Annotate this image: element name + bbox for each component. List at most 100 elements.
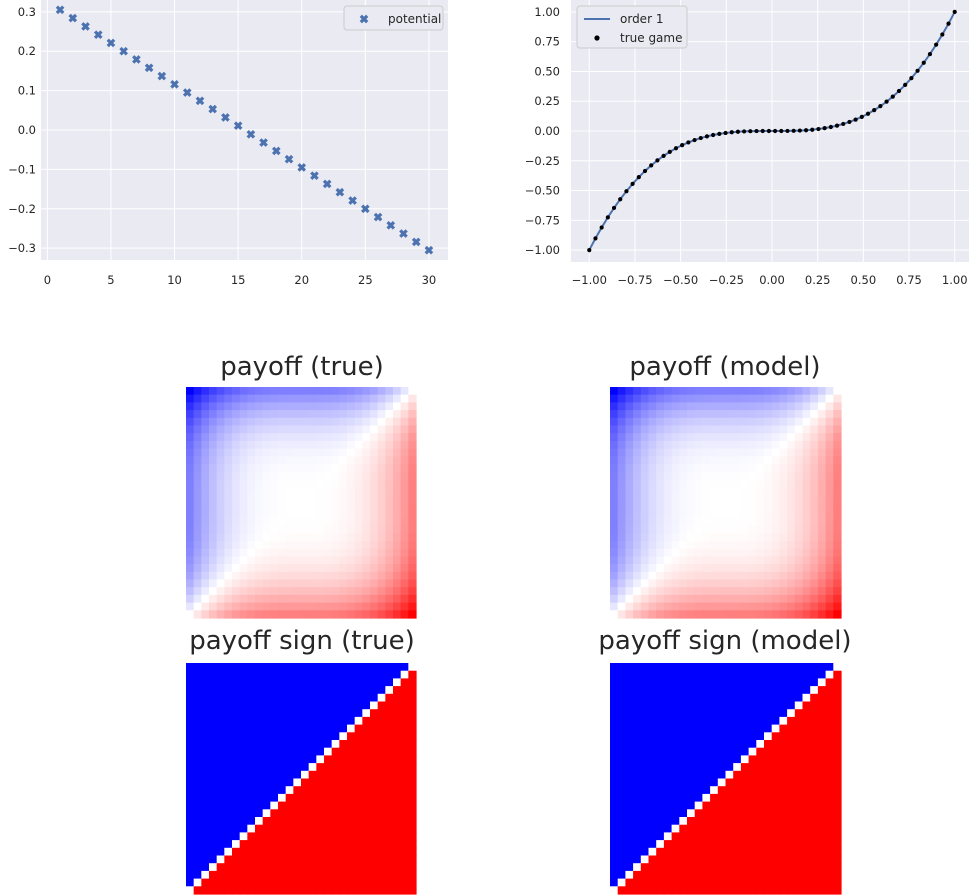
heatmap-cell bbox=[787, 732, 796, 741]
heatmap-cell bbox=[756, 778, 765, 787]
heatmap-cell bbox=[810, 440, 819, 450]
heatmap-cell bbox=[278, 770, 287, 780]
heatmap-cell bbox=[232, 517, 241, 527]
heatmap-cell bbox=[764, 786, 773, 795]
heatmap-cell bbox=[710, 541, 719, 550]
heatmap-cell bbox=[663, 670, 673, 679]
heatmap-cell bbox=[262, 425, 271, 434]
heatmap-cell bbox=[270, 510, 279, 519]
heatmap-cell bbox=[331, 740, 340, 749]
heatmap-cell bbox=[354, 786, 363, 795]
heatmap-cell bbox=[285, 724, 294, 733]
heatmap-cell bbox=[794, 793, 804, 803]
heatmap-cell bbox=[232, 693, 241, 703]
heatmap-cell bbox=[825, 840, 834, 849]
heatmap-cell bbox=[270, 448, 279, 457]
heatmap-cell bbox=[377, 832, 386, 841]
heatmap-cell bbox=[725, 801, 734, 810]
heatmap-cell bbox=[663, 533, 673, 542]
heatmap-cell bbox=[710, 602, 719, 611]
heatmap-cell bbox=[377, 870, 386, 880]
heatmap-cell bbox=[293, 479, 302, 488]
heatmap-cell bbox=[262, 571, 271, 581]
heatmap-cell bbox=[733, 533, 742, 542]
heatmap-cell bbox=[617, 793, 626, 803]
heatmap-cell bbox=[347, 840, 356, 849]
heatmap-cell bbox=[370, 456, 379, 465]
heatmap-cell bbox=[656, 663, 665, 672]
heatmap-cell bbox=[347, 517, 356, 527]
heatmap-cell bbox=[377, 464, 386, 473]
heatmap-cell bbox=[370, 817, 379, 826]
heatmap-cell bbox=[687, 709, 696, 718]
heatmap-cell bbox=[740, 740, 750, 749]
heatmap-cell bbox=[717, 670, 727, 679]
heatmap-cell bbox=[702, 587, 711, 596]
heatmap-cell bbox=[301, 464, 310, 473]
legend-label-order-1: order 1 bbox=[620, 12, 663, 26]
heatmap-cell bbox=[717, 724, 727, 733]
heatmap-cell bbox=[285, 402, 294, 411]
heatmap-cell bbox=[186, 701, 195, 710]
heatmap-cell bbox=[787, 610, 796, 619]
heatmap-cell bbox=[817, 863, 827, 872]
heatmap-cell bbox=[232, 763, 241, 772]
heatmap-cell bbox=[270, 494, 279, 504]
heatmap-cell bbox=[756, 732, 765, 741]
heatmap-cell bbox=[316, 510, 325, 519]
heatmap-cell bbox=[324, 840, 333, 849]
heatmap-cell bbox=[694, 533, 703, 542]
heatmap-cell bbox=[385, 670, 394, 679]
heatmap-cell bbox=[209, 886, 218, 895]
heatmap-cell bbox=[224, 693, 233, 703]
heatmap-cell bbox=[262, 517, 271, 527]
heatmap-cell bbox=[748, 471, 757, 480]
heatmap-cell bbox=[648, 878, 657, 887]
heatmap-cell bbox=[702, 387, 711, 396]
heatmap-cell bbox=[347, 464, 356, 473]
heatmap-cell bbox=[625, 487, 634, 496]
heatmap-cell bbox=[285, 786, 294, 795]
data-point bbox=[680, 143, 685, 148]
heatmap-cell bbox=[810, 533, 819, 542]
heatmap-cell bbox=[408, 556, 417, 565]
heatmap-cell bbox=[740, 863, 750, 872]
tick-labels: −1.00 −0.75 −0.50 −0.25 0.00 0.25 0.50 0.75 1.00… bbox=[525, 5, 968, 287]
heatmap-cell bbox=[255, 778, 264, 787]
heatmap-cell bbox=[648, 425, 657, 434]
heatmap-cell bbox=[656, 517, 665, 527]
heatmap-cell bbox=[255, 425, 264, 434]
heatmap-cell bbox=[331, 840, 340, 849]
heatmap-cell bbox=[278, 670, 287, 679]
heatmap-cell bbox=[764, 770, 773, 780]
heatmap-cell bbox=[316, 440, 325, 450]
heatmap-cell bbox=[825, 594, 834, 604]
heatmap-cell bbox=[201, 587, 210, 596]
heatmap-cell bbox=[748, 556, 757, 565]
heatmap-cell bbox=[293, 801, 302, 810]
heatmap-cell bbox=[377, 564, 386, 573]
heatmap-cell bbox=[756, 594, 765, 604]
heatmap-cell bbox=[370, 587, 379, 596]
heatmap-cell bbox=[308, 602, 317, 611]
heatmap-cell bbox=[825, 579, 834, 588]
heatmap-cell bbox=[702, 716, 711, 726]
heatmap-cell bbox=[756, 832, 765, 841]
heatmap-cell bbox=[385, 732, 394, 741]
heatmap-cell bbox=[232, 571, 241, 581]
heatmap-cell bbox=[810, 587, 819, 596]
heatmap-cell bbox=[687, 755, 696, 764]
heatmap-cell bbox=[748, 525, 757, 534]
heatmap-cell bbox=[232, 809, 241, 818]
heatmap-cell bbox=[671, 556, 680, 565]
heatmap-cell bbox=[717, 579, 727, 588]
heatmap-cell bbox=[285, 847, 294, 857]
heatmap-cell bbox=[285, 433, 294, 442]
heatmap-cell bbox=[679, 840, 688, 849]
heatmap-cell bbox=[216, 855, 225, 864]
heatmap-cell bbox=[687, 678, 696, 687]
heatmap-cell bbox=[733, 747, 742, 756]
heatmap-cell bbox=[316, 809, 325, 818]
heatmap-cell bbox=[825, 732, 834, 741]
heatmap-cell bbox=[710, 663, 719, 672]
